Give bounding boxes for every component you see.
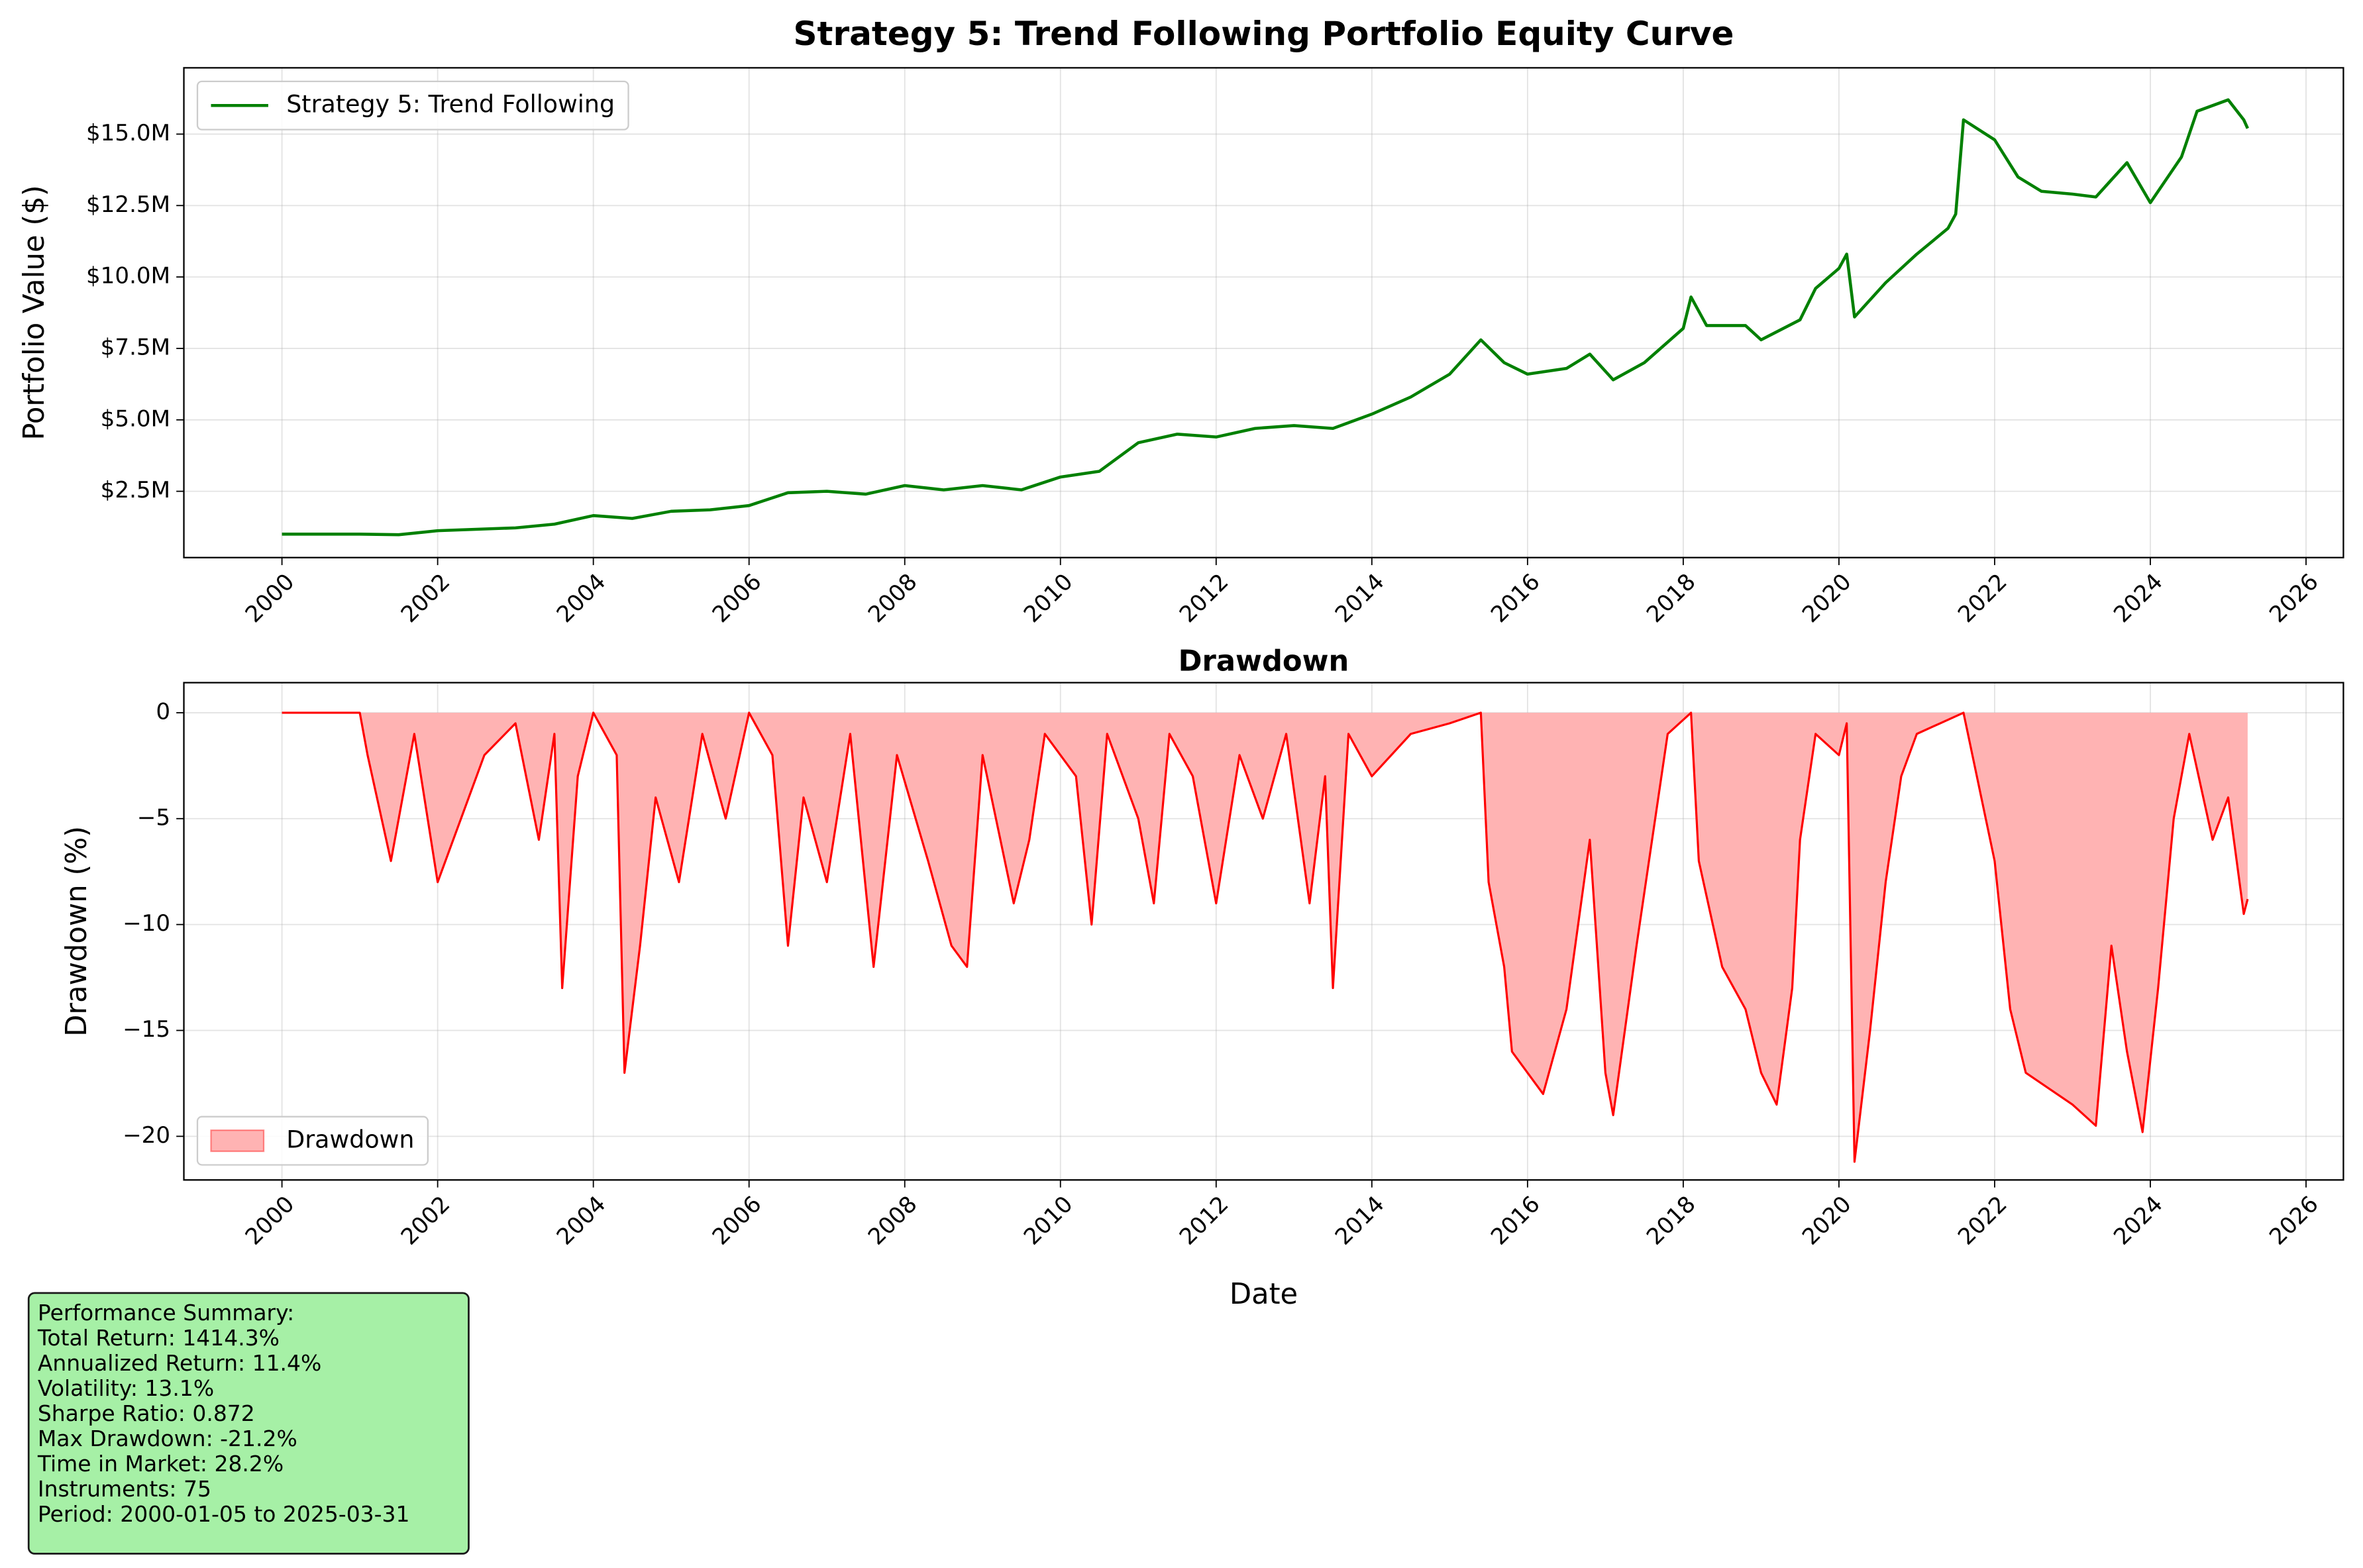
y-axis-label: Portfolio Value ($) [18,185,51,440]
legend-label: Strategy 5: Trend Following [286,90,615,119]
x-tick-label: 2014 [1330,1191,1390,1251]
x-tick-label: 2026 [2264,1191,2324,1251]
x-tick-label: 2006 [708,1191,767,1251]
x-tick-label: 2010 [1019,1191,1078,1251]
x-tick-label: 2026 [2264,568,2324,628]
y-tick-label: −10 [123,910,170,937]
y-tick-label: $10.0M [86,263,170,289]
y-tick-label: −20 [123,1122,170,1149]
x-tick-label: 2008 [863,568,923,628]
summary-line: Total Return: 1414.3% [37,1325,280,1351]
chart-title: Drawdown [1179,645,1349,678]
equity-line [282,98,2249,537]
x-tick-label: 2022 [1953,568,2013,628]
x-axis-label: Date [1230,1278,1298,1311]
y-tick-label: $12.5M [86,191,170,218]
summary-line: Sharpe Ratio: 0.872 [38,1400,255,1426]
x-tick-label: 2018 [1642,1191,1701,1251]
x-tick-label: 2020 [1797,568,1857,628]
x-tick-label: 2012 [1175,568,1234,628]
legend-box [196,80,629,131]
y-tick-label: 0 [156,698,170,725]
plot-frame [183,682,2344,1181]
x-tick-label: 2016 [1486,568,1546,628]
legend-swatch [210,1129,265,1153]
x-tick-label: 2006 [708,568,767,628]
x-tick-label: 2002 [396,568,456,628]
x-tick-label: 2024 [2109,1191,2168,1251]
y-tick-label: $5.0M [101,405,170,432]
x-tick-label: 2004 [552,568,611,628]
summary-line: Performance Summary: [38,1300,294,1326]
y-tick-label: $15.0M [86,120,170,146]
x-tick-label: 2014 [1330,568,1390,628]
summary-line: Annualized Return: 11.4% [38,1350,321,1376]
legend-label: Drawdown [286,1125,414,1154]
chart-title: Strategy 5: Trend Following Portfolio Eq… [794,15,1734,53]
summary-line: Period: 2000-01-05 to 2025-03-31 [38,1501,410,1527]
x-tick-label: 2000 [240,1191,300,1251]
summary-line: Instruments: 75 [38,1476,211,1502]
drawdown-line [282,711,2249,1163]
x-tick-label: 2008 [863,1191,923,1251]
x-tick-label: 2000 [240,568,300,628]
y-axis-label: Drawdown (%) [60,826,93,1037]
summary-line: Volatility: 13.1% [38,1375,214,1401]
x-tick-label: 2020 [1797,1191,1857,1251]
x-tick-label: 2024 [2109,568,2168,628]
legend-box [196,1116,429,1166]
summary-box [27,1292,470,1555]
x-tick-label: 2004 [552,1191,611,1251]
summary-line: Max Drawdown: -21.2% [38,1426,297,1451]
summary-line: Time in Market: 28.2% [37,1451,284,1477]
x-tick-label: 2002 [396,1191,456,1251]
x-tick-label: 2016 [1486,1191,1546,1251]
x-tick-label: 2012 [1175,1191,1234,1251]
x-tick-label: 2010 [1019,568,1078,628]
y-tick-label: −5 [137,804,170,831]
y-tick-label: $2.5M [101,477,170,503]
y-tick-label: $7.5M [101,334,170,360]
plot-frame [183,67,2344,558]
x-tick-label: 2022 [1953,1191,2013,1251]
x-tick-label: 2018 [1642,568,1701,628]
y-tick-label: −15 [123,1016,170,1043]
